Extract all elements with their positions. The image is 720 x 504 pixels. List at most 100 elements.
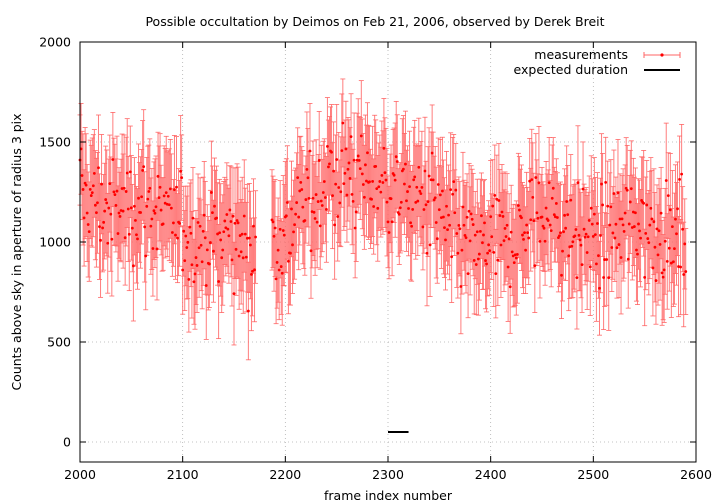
data-point — [548, 223, 552, 227]
data-point — [368, 180, 371, 184]
data-point — [634, 211, 637, 215]
data-point — [441, 189, 444, 193]
legend-label-measurements: measurements — [534, 47, 628, 62]
data-point — [86, 223, 90, 226]
data-point — [565, 200, 569, 203]
data-point — [271, 220, 275, 224]
data-point — [582, 227, 586, 231]
data-point — [618, 217, 622, 221]
data-point — [107, 206, 111, 210]
data-point — [382, 146, 386, 150]
data-point — [672, 260, 675, 264]
data-point — [355, 158, 359, 162]
data-point — [402, 167, 405, 171]
data-point — [550, 196, 554, 200]
data-point — [176, 236, 179, 240]
data-point — [230, 258, 234, 262]
data-point — [461, 205, 465, 209]
data-point — [152, 209, 156, 213]
data-point — [250, 272, 253, 276]
data-point — [307, 197, 311, 200]
data-point — [549, 229, 553, 233]
data-point — [676, 207, 679, 211]
data-point — [350, 192, 354, 196]
y-axis-label: Counts above sky in aperture of radius 3… — [9, 113, 24, 390]
data-point — [484, 259, 487, 262]
data-point — [315, 220, 319, 224]
data-point — [427, 174, 431, 178]
data-point — [600, 182, 603, 186]
data-point — [528, 179, 532, 183]
data-point — [346, 167, 350, 171]
data-point — [169, 206, 173, 210]
x-axis-label: frame index number — [324, 488, 453, 503]
data-point — [655, 227, 659, 231]
data-point — [386, 220, 390, 224]
data-point — [212, 249, 215, 253]
data-point — [463, 234, 467, 237]
data-point — [399, 200, 403, 204]
data-point — [319, 199, 323, 203]
data-point — [423, 169, 427, 173]
data-point — [338, 201, 342, 205]
data-point — [566, 213, 570, 217]
data-point — [325, 207, 328, 211]
data-point — [202, 213, 206, 217]
data-point — [377, 185, 381, 189]
data-point — [460, 248, 464, 252]
data-point — [533, 264, 537, 268]
data-point — [326, 144, 329, 148]
data-point — [670, 225, 674, 228]
data-point — [645, 203, 649, 207]
data-point — [681, 227, 685, 231]
data-point — [254, 235, 257, 239]
data-point — [321, 191, 325, 194]
data-point — [465, 215, 469, 219]
data-point — [570, 244, 574, 248]
data-point — [472, 259, 476, 262]
data-point — [182, 229, 186, 233]
data-point — [416, 199, 420, 203]
data-point — [592, 212, 596, 216]
data-point — [183, 259, 187, 263]
data-point — [375, 187, 379, 191]
data-point — [380, 173, 384, 177]
data-point — [164, 191, 168, 195]
data-point — [246, 309, 250, 313]
data-point — [451, 192, 455, 196]
data-point — [374, 164, 378, 168]
data-point — [651, 266, 655, 270]
data-point — [544, 206, 548, 210]
data-point — [516, 204, 520, 207]
data-point — [158, 185, 162, 189]
data-point — [435, 237, 439, 241]
data-point — [459, 285, 463, 288]
data-point — [492, 250, 496, 254]
data-point — [358, 167, 362, 171]
data-point — [198, 224, 202, 228]
data-point — [197, 246, 201, 250]
data-point — [156, 174, 160, 178]
data-point — [398, 206, 402, 210]
data-point — [295, 201, 299, 204]
data-point — [397, 212, 401, 216]
data-point — [599, 234, 602, 237]
data-point — [531, 195, 535, 199]
x-tick-label: 2600 — [680, 467, 712, 482]
data-point — [100, 182, 103, 186]
data-point — [486, 251, 489, 255]
data-point — [287, 259, 290, 263]
data-point — [420, 185, 424, 189]
data-point — [232, 292, 236, 295]
legend-label-expected: expected duration — [514, 62, 628, 77]
data-point — [389, 197, 393, 201]
data-point — [155, 247, 159, 251]
data-point — [189, 231, 193, 235]
data-point — [413, 175, 417, 179]
data-point — [430, 151, 434, 155]
data-point — [294, 212, 297, 216]
y-tick-label: 0 — [63, 435, 71, 450]
data-point — [580, 263, 584, 267]
data-point — [578, 238, 582, 242]
data-point — [499, 243, 503, 247]
